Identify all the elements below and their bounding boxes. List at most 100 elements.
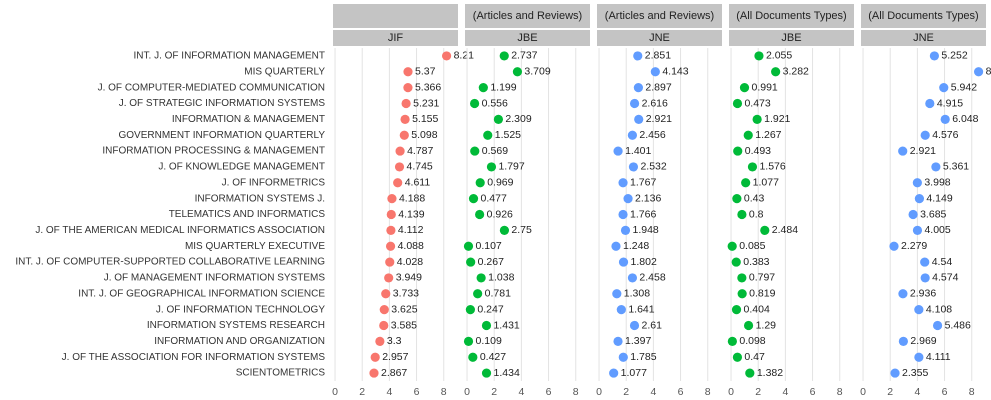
value-label: 2.309 <box>505 113 531 125</box>
dot <box>912 225 923 235</box>
dot <box>739 83 750 93</box>
value-label: 2.957 <box>382 351 408 363</box>
value-label: 2.456 <box>639 129 665 141</box>
dot <box>771 67 781 77</box>
dot <box>499 225 510 235</box>
value-label: 4.54 <box>932 256 953 268</box>
value-label: 2.969 <box>910 335 936 347</box>
dot <box>940 114 950 124</box>
strip-bottom <box>861 30 986 46</box>
dot <box>743 130 753 140</box>
dot <box>890 368 900 378</box>
dot <box>925 98 935 109</box>
value-label: 2.851 <box>645 50 671 62</box>
dot <box>385 241 396 251</box>
value-label: 4.088 <box>398 240 424 252</box>
dot <box>939 83 949 93</box>
value-label: 3.3 <box>387 335 402 347</box>
value-label: 4.787 <box>407 145 433 157</box>
value-label: 1.401 <box>625 145 651 157</box>
dot <box>737 289 747 299</box>
dot <box>732 352 743 362</box>
strip-bottom <box>333 30 458 46</box>
value-label: 0.085 <box>739 240 765 252</box>
value-label: 5.486 <box>945 319 971 331</box>
value-label: 2.75 <box>511 224 532 236</box>
x-tick-label: 4 <box>782 386 788 398</box>
strip-bottom <box>597 30 722 46</box>
value-label: 0.781 <box>485 288 511 300</box>
value-label: 1.267 <box>755 129 781 141</box>
category-label: SCIENTOMETRICS <box>236 368 326 379</box>
value-label: 1.797 <box>498 161 524 173</box>
value-label: 1.382 <box>757 367 783 379</box>
value-label: 5.366 <box>415 81 441 93</box>
value-label: 0.098 <box>739 335 765 347</box>
x-tick-label: 8 <box>441 386 447 398</box>
value-label: 1.641 <box>628 303 654 315</box>
value-label: 4.611 <box>405 177 431 189</box>
strip-name: JBE <box>781 32 801 44</box>
dot <box>760 225 770 235</box>
dot <box>731 305 742 315</box>
dot <box>394 162 405 172</box>
strip-top <box>729 4 854 28</box>
value-label: 1.038 <box>488 272 514 284</box>
dot <box>747 162 758 172</box>
value-label: 4.745 <box>407 161 433 173</box>
dot <box>441 51 452 61</box>
x-tick-label: 6 <box>414 386 420 398</box>
value-label: 4.143 <box>662 66 688 78</box>
dot <box>385 257 395 267</box>
dot <box>741 178 751 188</box>
x-tick-label: 0 <box>860 386 866 398</box>
value-label: 2.936 <box>910 288 936 300</box>
x-tick-label: 2 <box>359 386 365 398</box>
category-label: MIS QUARTERLY <box>244 66 325 77</box>
dot <box>381 289 391 299</box>
dot <box>468 194 479 204</box>
value-label: 4.005 <box>924 224 950 236</box>
dot <box>469 98 480 109</box>
dot <box>743 320 754 331</box>
value-label: 1.308 <box>624 288 650 300</box>
value-label: 2.921 <box>646 113 672 125</box>
category-label: J. OF MANAGEMENT INFORMATION SYSTEMS <box>104 273 326 284</box>
dot <box>463 336 474 346</box>
strip-name: JBE <box>517 32 537 44</box>
value-label: 0.556 <box>482 97 508 109</box>
dot <box>628 162 639 172</box>
value-label: 0.247 <box>477 303 503 315</box>
value-label: 0.404 <box>744 303 770 315</box>
dot <box>379 320 389 331</box>
dot <box>400 114 410 124</box>
dot <box>386 209 396 220</box>
value-label: 2.279 <box>901 240 927 252</box>
category-label: GOVERNMENT INFORMATION QUARTERLY <box>119 130 326 141</box>
category-label: J. OF THE AMERICAN MEDICAL INFORMATICS A… <box>35 225 325 236</box>
dot <box>732 194 742 204</box>
dot <box>889 241 899 251</box>
dot <box>914 305 924 315</box>
category-label: J. OF KNOWLEDGE MANAGEMENT <box>158 162 325 173</box>
dot <box>483 130 493 140</box>
dot <box>395 146 405 156</box>
value-label: 4.112 <box>398 224 424 236</box>
category-label: INFORMATION SYSTEMS J. <box>195 193 325 204</box>
dot <box>475 178 485 188</box>
value-label: 4.108 <box>926 303 952 315</box>
dot <box>473 289 483 299</box>
value-label: 0.819 <box>749 288 775 300</box>
value-label: 2.484 <box>772 224 798 236</box>
dot <box>613 146 623 156</box>
dot <box>612 289 622 299</box>
value-label: 4.111 <box>926 351 951 363</box>
x-tick-label: 4 <box>518 386 524 398</box>
value-label: 1.29 <box>756 319 777 331</box>
dot <box>629 320 640 331</box>
value-label: 2.867 <box>381 367 407 379</box>
value-label: 0.926 <box>487 208 513 220</box>
dot <box>403 83 413 93</box>
value-label: 0.8 <box>749 208 764 220</box>
strip-name: JIF <box>388 32 404 44</box>
